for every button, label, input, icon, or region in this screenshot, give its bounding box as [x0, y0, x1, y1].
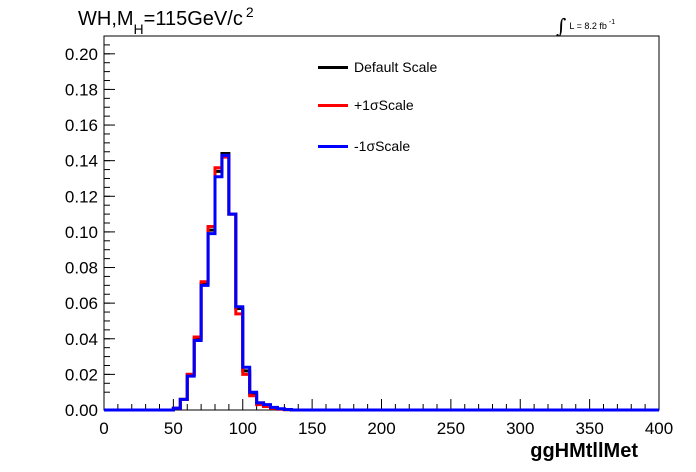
- x-tick-label: 200: [367, 419, 395, 438]
- y-tick-label: 0.06: [65, 294, 98, 313]
- y-tick-label: 0.02: [65, 365, 98, 384]
- axes: 0.00 0.02 0.04 0.06 0.08 0.10 0.12 0.14 0.16 0.18…: [65, 35, 673, 438]
- y-tick-label: 0.08: [65, 259, 98, 278]
- legend-line-default: [318, 65, 348, 69]
- legend-entry-minus1sigma: -1σScale: [318, 136, 410, 156]
- x-tick-label: 0: [99, 419, 108, 438]
- legend-line-plus1sigma: [318, 103, 348, 107]
- title-superscript: 2: [245, 4, 254, 20]
- y-tick-label: 0.16: [65, 116, 98, 135]
- legend-entry-plus1sigma: +1σScale: [318, 95, 414, 115]
- y-tick-label: 0.10: [65, 223, 98, 242]
- integral-symbol: ∫: [556, 14, 567, 38]
- luminosity-text: L = 8.2 fb: [569, 21, 607, 31]
- series-line-0: [104, 152, 659, 412]
- series-line-1: [104, 155, 659, 412]
- legend-label-default: Default Scale: [354, 59, 438, 75]
- y-tick-label: 0.14: [65, 152, 98, 171]
- x-tick-label: 150: [298, 419, 326, 438]
- plot-frame: [103, 35, 660, 411]
- y-tick-label: 0.00: [65, 401, 98, 420]
- y-tick-label: 0.12: [65, 187, 98, 206]
- luminosity-superscript: -1: [608, 19, 616, 26]
- legend-label-minus1sigma: -1σScale: [354, 138, 411, 154]
- y-tick-label: 0.20: [65, 45, 98, 64]
- title-rest: =115GeV/c: [143, 8, 243, 30]
- x-axis-label: ggHMtllMet: [530, 440, 638, 462]
- x-tick-label: 100: [229, 419, 257, 438]
- legend-entry-default: Default Scale: [318, 57, 437, 77]
- chart-title: WH,MH=115GeV/c 2: [78, 4, 254, 37]
- legend-label-plus1sigma: +1σScale: [354, 97, 414, 113]
- plot-series: [104, 152, 659, 412]
- luminosity-label: ∫ L = 8.2 fb -1: [556, 10, 616, 38]
- x-tick-label: 250: [437, 419, 465, 438]
- series-line-2: [104, 153, 659, 412]
- x-tick-label: 50: [164, 419, 183, 438]
- y-tick-label: 0.18: [65, 80, 98, 99]
- title-main: WH,M: [78, 8, 134, 30]
- x-tick-label: 300: [506, 419, 534, 438]
- legend-line-minus1sigma: [318, 144, 348, 148]
- x-tick-label: 400: [645, 419, 673, 438]
- x-tick-label: 350: [575, 419, 603, 438]
- y-tick-label: 0.04: [65, 330, 98, 349]
- title-subscript: H: [133, 21, 144, 37]
